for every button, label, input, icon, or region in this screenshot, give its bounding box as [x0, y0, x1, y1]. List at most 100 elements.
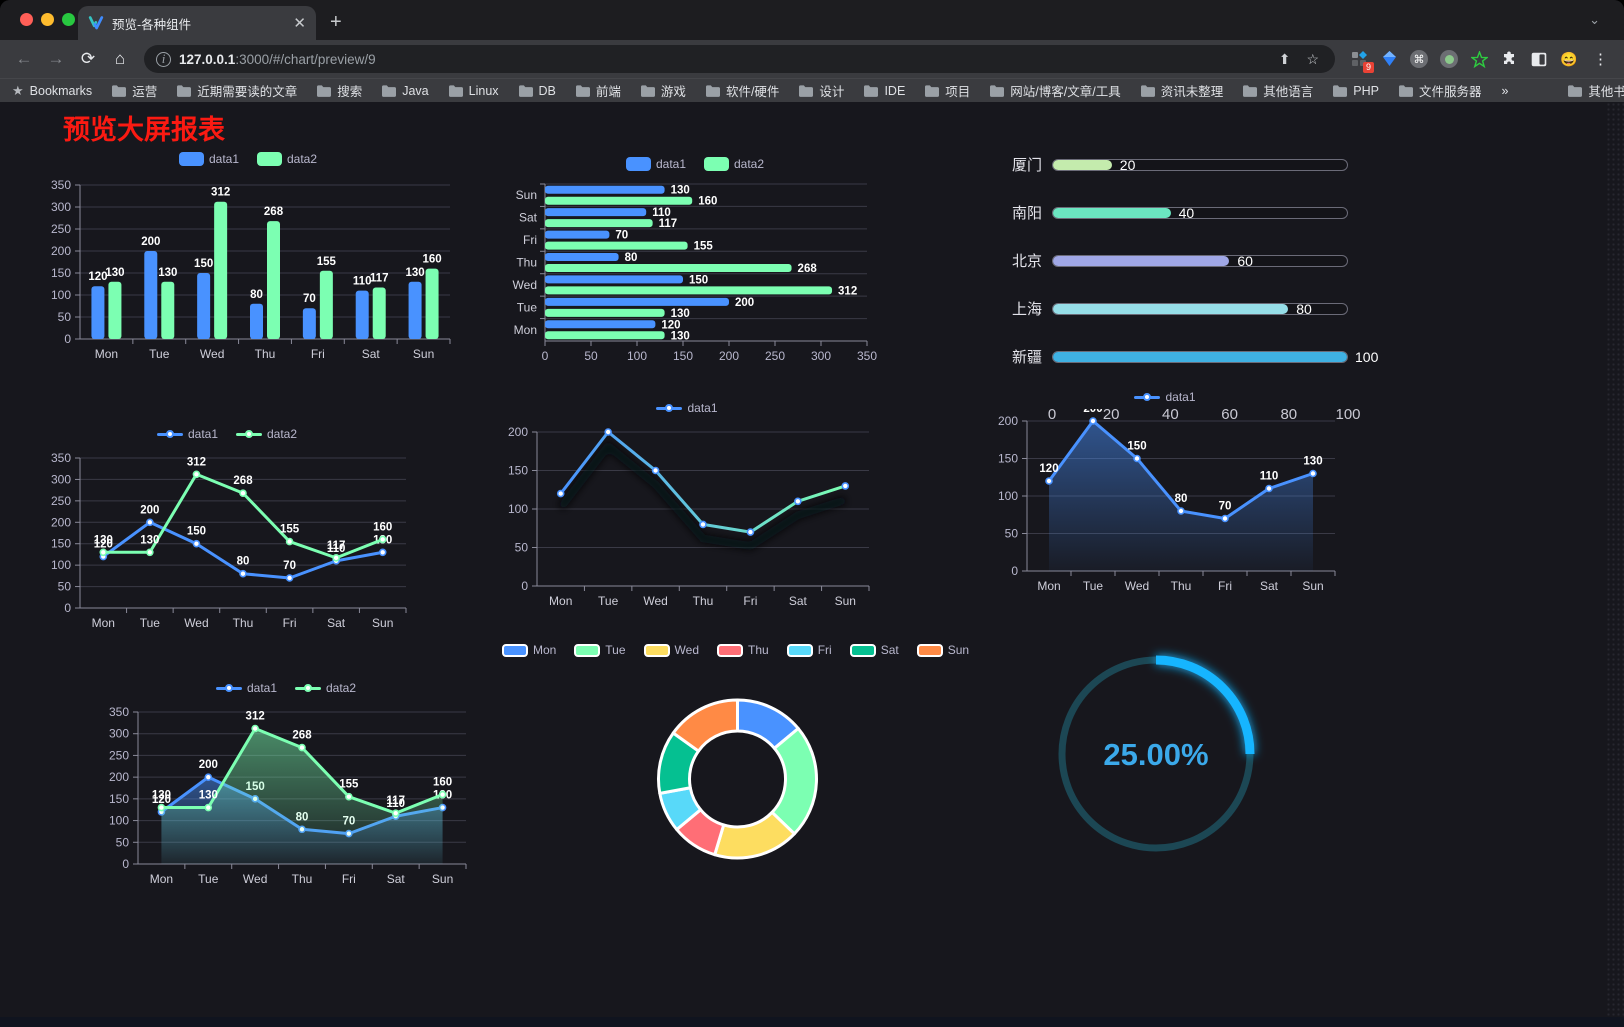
bookmarks-overflow-chevron[interactable]: » [1501, 83, 1509, 98]
legend-item[interactable]: data1 [656, 401, 718, 415]
bookmark-folder[interactable]: 搜索 [317, 81, 362, 100]
minimize-window-button[interactable] [41, 13, 54, 26]
horizontal-bar-canvas[interactable]: 0 50 100 150 200 250 300 350 Mon Tue Wed Thu Fri Sat S… [505, 176, 885, 367]
back-button[interactable]: ← [15, 49, 33, 68]
extension-green-star-icon[interactable] [1469, 49, 1489, 69]
bookmark-folder[interactable]: 文件服务器 [1398, 81, 1481, 100]
close-window-button[interactable] [20, 13, 33, 26]
share-icon[interactable]: ⬆ [1278, 50, 1291, 67]
url-text[interactable]: 127.0.0.1:3000/#/chart/preview/9 [179, 52, 1267, 67]
bookmark-folder[interactable]: 其他语言 [1243, 81, 1313, 100]
tab-search-chevron-icon[interactable]: ⌄ [1589, 12, 1600, 27]
browser-tab[interactable]: 预览-各种组件 ✕ [78, 6, 316, 40]
legend-item[interactable]: data2 [704, 157, 764, 171]
other-bookmarks[interactable]: 其他书签 [1568, 81, 1624, 100]
legend-item[interactable]: data1 [215, 681, 277, 695]
chart-legend[interactable]: data1 [493, 396, 881, 420]
side-panel-icon[interactable] [1529, 49, 1549, 69]
legend-item[interactable]: Wed [643, 643, 699, 657]
extensions-puzzle-icon[interactable] [1499, 49, 1519, 69]
progress-track: 80 [1052, 301, 1348, 317]
legend-item[interactable]: data2 [295, 681, 356, 695]
folder-icon [382, 84, 397, 97]
grouped-bar-canvas[interactable]: 0 50 100 150 200 250 300 350 Mon Tue Wed Thu Fri Sat S… [36, 171, 460, 365]
svg-text:Thu: Thu [233, 616, 254, 630]
chart-gradient-line[interactable]: data1 0 50 100 150 200 Mon Tue Wed Thu Fri Sat Sun [493, 396, 881, 612]
progress-value: 60 [1237, 252, 1253, 269]
chart-progress-bars[interactable]: 厦门 20 南阳 40 北京 60 上海 [996, 154, 1378, 424]
new-tab-button[interactable]: + [330, 11, 342, 33]
extension-grid-icon[interactable]: 9 [1349, 49, 1374, 73]
bookmark-folder[interactable]: 资讯未整理 [1140, 81, 1223, 100]
progress-fill [1053, 303, 1289, 314]
bookmark-folder[interactable]: 近期需要读的文章 [177, 81, 297, 100]
gauge-canvas[interactable]: 25.00% [1044, 642, 1268, 866]
bookmark-folder[interactable]: 运营 [112, 81, 157, 100]
maximize-window-button[interactable] [62, 13, 75, 26]
svg-text:Thu: Thu [255, 347, 276, 361]
chart-area-line[interactable]: data1 0 50 100 150 200 Mon Tue Wed Thu Fri Sat Sun 1… [983, 385, 1347, 597]
chart-two-line[interactable]: data1 data2 0 50 100 150 200 250 300 350 Mon Tue We… [36, 422, 418, 634]
bookmark-folder[interactable]: PHP [1333, 84, 1379, 98]
chart-donut[interactable]: Mon Tue Wed Thu Fri Sat Sun [501, 638, 969, 896]
bookmark-star-icon[interactable]: ☆ [1306, 50, 1319, 67]
progress-value: 100 [1355, 348, 1379, 365]
extension-kite-icon[interactable] [1379, 49, 1399, 69]
legend-item[interactable]: data1 [156, 427, 218, 441]
chart-legend[interactable]: data1 data2 [36, 422, 418, 446]
chart-legend[interactable]: data1 data2 [36, 147, 460, 171]
tab-close-icon[interactable]: ✕ [293, 15, 306, 32]
extension-emoji-icon[interactable]: 😄 [1560, 50, 1578, 67]
home-button[interactable]: ⌂ [114, 49, 126, 68]
two-area-canvas[interactable]: 0 50 100 150 200 250 300 350 Mon Tue Wed Thu Fri Sat S… [94, 700, 478, 890]
legend-item[interactable]: data1 [178, 152, 239, 166]
chart-two-area[interactable]: data1 data2 0 50 100 150 200 250 300 350 Mon Tue We… [94, 676, 478, 890]
chart-grouped-bar[interactable]: data1 data2 0 50 100 150 200 250 300 350 Mon Tue We… [36, 147, 460, 365]
legend-item[interactable]: Fri [786, 643, 832, 657]
extension-command-icon[interactable]: ⌘ [1409, 49, 1429, 69]
two-line-canvas[interactable]: 0 50 100 150 200 250 300 350 Mon Tue Wed Thu Fri Sat S… [36, 446, 418, 634]
legend-item[interactable]: Sun [916, 643, 969, 657]
extension-record-icon[interactable] [1439, 49, 1459, 69]
forward-button[interactable]: → [47, 49, 65, 68]
address-bar[interactable]: i 127.0.0.1:3000/#/chart/preview/9 ⬆ ☆ [144, 45, 1335, 73]
legend-item[interactable]: Thu [717, 643, 769, 657]
bookmark-folder[interactable]: Linux [448, 84, 499, 98]
browser-menu-icon[interactable]: ⋮ [1593, 51, 1608, 68]
bookmark-folder[interactable]: IDE [864, 84, 905, 98]
svg-text:Thu: Thu [693, 594, 714, 608]
bookmark-folder[interactable]: 网站/博客/文章/工具 [990, 81, 1121, 100]
reload-button[interactable]: ⟳ [80, 49, 96, 68]
chart-gauge[interactable]: 25.00% [1044, 642, 1268, 866]
bookmark-item-bookmarks[interactable]: ★ Bookmarks [12, 82, 93, 98]
legend-item[interactable]: Mon [501, 643, 556, 657]
legend-item[interactable]: data2 [236, 427, 297, 441]
legend-item[interactable]: data1 [625, 157, 686, 171]
progress-row[interactable]: 南阳 40 [996, 202, 1348, 223]
progress-row[interactable]: 新疆 100 [996, 346, 1378, 367]
progress-row[interactable]: 厦门 20 [996, 154, 1348, 175]
bookmark-folder[interactable]: 项目 [925, 81, 970, 100]
chart-legend[interactable]: data1 data2 [505, 152, 885, 176]
chart-legend[interactable]: Mon Tue Wed Thu Fri Sat Sun [501, 638, 969, 662]
svg-text:Mon: Mon [549, 594, 572, 608]
legend-item[interactable]: data2 [257, 152, 317, 166]
chart-legend[interactable]: data1 [983, 385, 1347, 409]
chart-horizontal-bar[interactable]: data1 data2 0 50 100 150 200 250 300 350 Mon Tue We… [505, 152, 885, 367]
progress-row[interactable]: 北京 60 [996, 250, 1348, 271]
legend-item[interactable]: data1 [1134, 390, 1196, 404]
legend-item[interactable]: Tue [574, 643, 626, 657]
bookmark-folder[interactable]: 游戏 [640, 81, 686, 100]
bookmark-folder[interactable]: 前端 [575, 81, 621, 100]
bookmark-folder[interactable]: 设计 [799, 81, 844, 100]
chart-legend[interactable]: data1 data2 [94, 676, 478, 700]
progress-row[interactable]: 上海 80 [996, 298, 1348, 319]
bookmark-folder[interactable]: DB [518, 84, 556, 98]
donut-canvas[interactable] [548, 662, 923, 896]
site-info-icon[interactable]: i [156, 51, 171, 67]
bookmark-folder[interactable]: 软件/硬件 [705, 81, 779, 100]
gradient-line-canvas[interactable]: 0 50 100 150 200 Mon Tue Wed Thu Fri Sat Sun [493, 420, 881, 612]
legend-item[interactable]: Sat [849, 643, 899, 657]
bookmark-folder[interactable]: Java [382, 84, 429, 98]
